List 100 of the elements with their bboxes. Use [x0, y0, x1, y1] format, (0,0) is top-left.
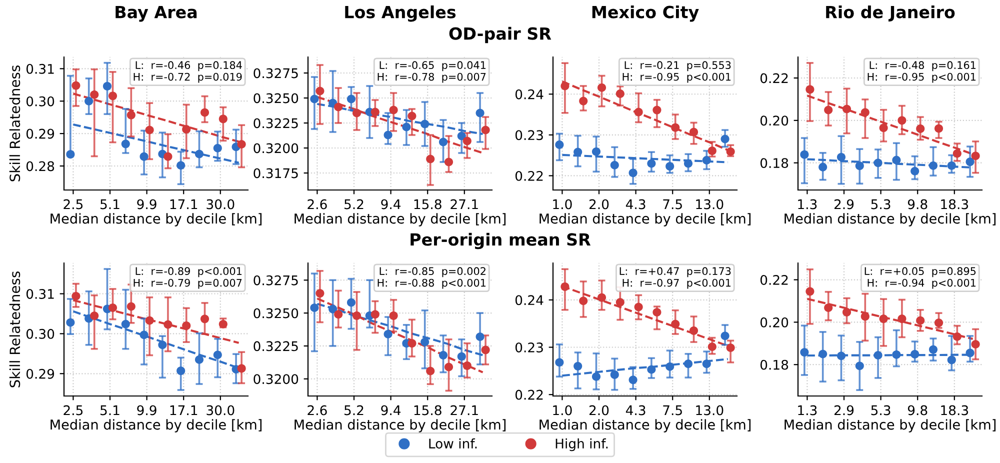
text: OD-pair SR: [449, 26, 552, 44]
y-tick-label: 0.31: [26, 64, 54, 74]
x-axis-title: Median distance by decile [km]: [50, 213, 262, 226]
y-tick-label: 0.3275: [254, 275, 298, 286]
y-tick-label: 0.3225: [254, 341, 298, 352]
annotation: H: r=-0.95 p<0.001: [868, 72, 976, 83]
x-tick-label: 1.3: [798, 199, 817, 210]
x-tick-label: 2.0: [589, 199, 609, 210]
y-tick-label: 0.29: [26, 128, 54, 139]
annotation: L: r=-0.48 p=0.161: [870, 61, 976, 72]
x-tick-label: 4.3: [626, 199, 646, 210]
chart-title: Bay Area: [116, 6, 197, 22]
chart-title: Los Angeles: [345, 5, 456, 22]
y-tick-label: 0.28: [26, 161, 54, 172]
x-tick-label: 15.8: [414, 405, 442, 416]
annotation: L: r=-0.65 p=0.041: [380, 61, 486, 72]
y-tick-label: 0.23: [515, 342, 543, 352]
x-tick-label: 9.4: [381, 405, 401, 416]
x-tick-label: 2.5: [64, 405, 83, 416]
chart-title: Mexico City: [592, 5, 699, 22]
annotation: L: r=+0.05 p=0.895: [864, 267, 976, 278]
x-tick-label: 2.0: [589, 405, 609, 416]
x-axis-title: Median distance by decile [km]: [784, 213, 996, 226]
x-tick-label: 5.3: [871, 405, 890, 416]
annotation: L: r=+0.47 p=0.173: [620, 267, 731, 278]
x-tick-label: 2.9: [834, 199, 854, 210]
x-tick-label: 7.5: [663, 199, 682, 210]
y-tick-label: 0.24: [515, 295, 544, 306]
y-tick-label: 0.29: [26, 368, 54, 379]
text: Per-origin mean SR: [410, 232, 591, 250]
x-tick-label: 1.3: [798, 405, 817, 416]
annotation: H: r=-0.97 p<0.001: [622, 278, 731, 289]
x-tick-label: 5.3: [871, 199, 890, 210]
y-tick-label: 0.22: [760, 73, 788, 84]
annotation: L: r=-0.21 p=0.553: [624, 61, 731, 72]
annotation: H: r=-0.88 p<0.001: [378, 278, 486, 289]
y-tick-label: 0.24: [515, 89, 544, 100]
x-tick-label: 15.8: [414, 199, 442, 210]
y-tick-label: 0.3275: [254, 68, 298, 78]
y-tick-label: 0.22: [515, 170, 543, 181]
y-tick-label: 0.3175: [254, 168, 298, 178]
y-axis-title: Skill Relatedness: [9, 271, 20, 388]
y-tick-label: 0.3250: [254, 308, 298, 318]
x-axis-title: Median distance by decile [km]: [294, 419, 506, 432]
annotation: H: r=-0.95 p<0.001: [622, 72, 731, 83]
x-tick-label: 9.4: [381, 199, 401, 210]
x-tick-label: 18.3: [941, 199, 968, 210]
annotation: H: r=-0.78 p=0.007: [378, 72, 486, 83]
x-tick-label: 30.0: [206, 405, 234, 416]
x-tick-label: 9.8: [908, 199, 928, 210]
x-tick-label: 13.0: [696, 199, 724, 210]
x-tick-label: 4.3: [626, 405, 646, 416]
y-tick-label: 0.3200: [254, 374, 298, 384]
legend-label: Low inf.: [429, 438, 477, 449]
x-tick-label: 7.5: [663, 405, 682, 416]
y-tick-label: 0.30: [26, 328, 54, 339]
x-tick-label: 5.1: [100, 199, 120, 210]
x-tick-label: 13.0: [696, 405, 724, 416]
annotation: H: r=-0.79 p=0.007: [134, 278, 242, 289]
x-tick-label: 5.1: [100, 405, 120, 416]
annotation: H: r=-0.94 p<0.001: [868, 278, 976, 289]
x-tick-label: 27.1: [450, 199, 478, 210]
x-tick-label: 5.2: [344, 199, 364, 210]
x-tick-label: 17.1: [170, 405, 198, 416]
y-tick-label: 0.20: [760, 317, 788, 328]
y-tick-label: 0.18: [760, 158, 788, 168]
x-tick-label: 2.6: [308, 199, 327, 210]
y-tick-label: 0.3200: [254, 143, 298, 154]
annotation: L: r=-0.89 p<0.001: [136, 267, 242, 278]
x-tick-label: 9.8: [908, 405, 928, 416]
x-axis-title: Median distance by decile [km]: [784, 419, 996, 432]
y-tick-label: 0.23: [515, 130, 543, 140]
x-tick-label: 2.6: [308, 405, 327, 416]
y-tick-label: 0.20: [760, 116, 788, 126]
x-tick-label: 17.1: [170, 199, 198, 210]
x-tick-label: 1.0: [553, 199, 572, 210]
x-axis-title: Median distance by decile [km]: [50, 419, 262, 432]
y-tick-label: 0.30: [26, 96, 54, 106]
x-axis-title: Median distance by decile [km]: [540, 419, 751, 432]
annotation: L: r=-0.46 p=0.184: [136, 61, 242, 72]
y-tick-label: 0.22: [760, 274, 788, 285]
x-axis-title: Median distance by decile [km]: [294, 213, 506, 226]
legend-label: High inf.: [556, 438, 608, 452]
x-tick-label: 9.9: [137, 405, 156, 416]
x-tick-label: 27.1: [450, 405, 478, 416]
x-tick-label: 30.0: [206, 199, 234, 210]
x-tick-label: 2.9: [834, 405, 854, 416]
x-tick-label: 1.0: [553, 405, 572, 416]
y-tick-label: 0.3250: [254, 93, 298, 104]
y-tick-label: 0.31: [26, 288, 54, 299]
chart-title: Rio de Janeiro: [826, 5, 955, 22]
y-axis-title: Skill Relatedness: [9, 65, 20, 182]
y-tick-label: 0.18: [760, 360, 788, 370]
x-tick-label: 5.2: [344, 405, 364, 416]
annotation: H: r=-0.72 p=0.019: [134, 72, 242, 83]
x-tick-label: 9.9: [137, 199, 156, 210]
annotation: L: r=-0.85 p=0.002: [380, 267, 486, 278]
x-axis-title: Median distance by decile [km]: [540, 213, 751, 226]
y-tick-label: 0.3225: [254, 118, 298, 128]
y-tick-label: 0.22: [515, 390, 543, 400]
